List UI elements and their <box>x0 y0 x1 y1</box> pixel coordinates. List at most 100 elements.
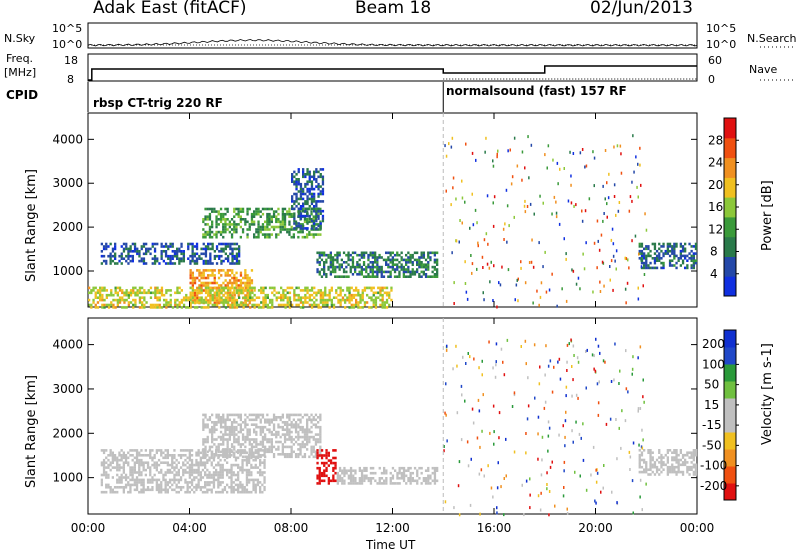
power-echo-cell <box>220 286 223 290</box>
velocity-echo-cell <box>228 453 231 456</box>
power-echo-cell <box>116 286 119 290</box>
velocity-echo-cell <box>233 418 236 422</box>
power-echo-cell <box>153 257 157 260</box>
velocity-echo-cell <box>224 428 227 431</box>
power-echo-cell <box>420 275 423 278</box>
power-echo-cell <box>156 242 159 246</box>
velocity-echo-cell <box>105 490 108 494</box>
velocity-echo-cell <box>383 479 386 483</box>
velocity-echo-cell <box>306 423 309 426</box>
power-echo-cell <box>299 306 303 309</box>
power-echo-cell <box>286 303 289 307</box>
velocity-echo-cell <box>325 451 328 455</box>
velocity-echo-cell <box>679 458 682 462</box>
velocity-echo-cell <box>316 454 319 457</box>
velocity-echo-cell <box>261 435 265 439</box>
velocity-echo-cell <box>252 486 255 489</box>
velocity-echo-cell <box>164 454 167 457</box>
power-echo-cell <box>684 242 687 246</box>
velocity-echo-cell <box>308 455 311 459</box>
velocity-echo-cell <box>168 463 172 467</box>
velocity-echo-cell <box>317 425 320 429</box>
power-echo-cell <box>264 296 267 299</box>
velocity-echo-cell <box>281 425 284 429</box>
power-echo-cell <box>380 273 383 276</box>
velocity-echo-cell <box>182 473 185 477</box>
power-echo-cell <box>209 269 212 272</box>
power-echo-cell <box>255 235 258 239</box>
power-noise-dot <box>602 261 605 265</box>
power-echo-cell <box>257 225 260 229</box>
velocity-echo-cell <box>140 463 143 467</box>
power-echo-cell <box>213 303 217 307</box>
velocity-echo-cell <box>138 490 141 494</box>
power-noise-dot <box>588 197 591 201</box>
velocity-echo-cell <box>206 454 209 457</box>
velocity-echo-cell <box>124 461 128 464</box>
velocity-echo-cell <box>160 481 163 484</box>
power-echo-cell <box>242 303 245 307</box>
velocity-echo-cell <box>151 476 154 479</box>
power-echo-cell <box>114 306 117 309</box>
velocity-noise-dot <box>572 440 574 444</box>
velocity-echo-cell <box>245 473 249 477</box>
power-echo-cell <box>346 289 349 292</box>
power-echo-cell <box>416 263 419 266</box>
power-echo-cell <box>338 268 341 271</box>
velocity-echo-cell <box>127 483 130 487</box>
power-echo-cell <box>299 212 303 215</box>
power-echo-cell <box>180 289 183 292</box>
velocity-echo-cell <box>157 486 161 489</box>
power-echo-cell <box>116 303 119 307</box>
power-echo-cell <box>310 192 314 196</box>
velocity-noise-dot <box>618 426 620 430</box>
velocity-echo-cell <box>232 490 235 494</box>
power-echo-cell <box>357 293 360 297</box>
power-echo-cell <box>310 303 314 307</box>
velocity-echo-cell <box>666 465 669 469</box>
velocity-noise-dot <box>443 445 445 448</box>
velocity-echo-cell <box>254 490 257 494</box>
power-echo-cell <box>266 303 269 307</box>
power-echo-cell <box>338 265 341 269</box>
power-echo-cell <box>422 270 425 274</box>
power-noise-dot <box>627 258 629 262</box>
velocity-echo-cell <box>297 413 300 417</box>
velocity-echo-cell <box>283 421 287 424</box>
power-echo-cell <box>281 210 284 213</box>
power-echo-cell <box>213 299 216 302</box>
power-echo-cell <box>365 251 368 255</box>
velocity-echo-cell <box>140 473 143 477</box>
power-echo-cell <box>251 303 254 307</box>
power-echo-cell <box>385 298 389 302</box>
power-echo-cell <box>335 291 338 295</box>
power-echo-cell <box>308 207 311 211</box>
power-noise-dot <box>555 200 557 204</box>
power-echo-cell <box>371 268 374 271</box>
velocity-echo-cell <box>385 469 388 472</box>
velocity-echo-cell <box>675 458 678 462</box>
velocity-echo-cell <box>658 449 661 452</box>
power-echo-cell <box>653 242 657 246</box>
velocity-ytick-label: 4000 <box>52 338 83 352</box>
power-echo-cell <box>317 175 320 179</box>
velocity-echo-cell <box>111 451 114 455</box>
velocity-echo-cell <box>306 418 309 422</box>
velocity-echo-cell <box>118 466 121 469</box>
velocity-echo-cell <box>308 435 311 439</box>
power-echo-cell <box>313 197 316 201</box>
power-echo-cell <box>123 298 126 302</box>
power-echo-cell <box>385 286 389 290</box>
velocity-echo-cell <box>668 449 672 452</box>
power-echo-cell <box>302 202 305 206</box>
velocity-colorbar-tick-label: 15 <box>704 398 719 412</box>
velocity-echo-cell <box>204 438 207 441</box>
power-echo-cell <box>198 296 201 299</box>
velocity-echo-cell <box>179 488 183 492</box>
power-echo-cell <box>288 230 291 234</box>
velocity-echo-cell <box>409 474 412 478</box>
velocity-noise-dot <box>557 360 559 364</box>
power-echo-cell <box>330 289 333 292</box>
velocity-noise-dot <box>585 488 588 492</box>
power-echo-cell <box>176 254 179 258</box>
